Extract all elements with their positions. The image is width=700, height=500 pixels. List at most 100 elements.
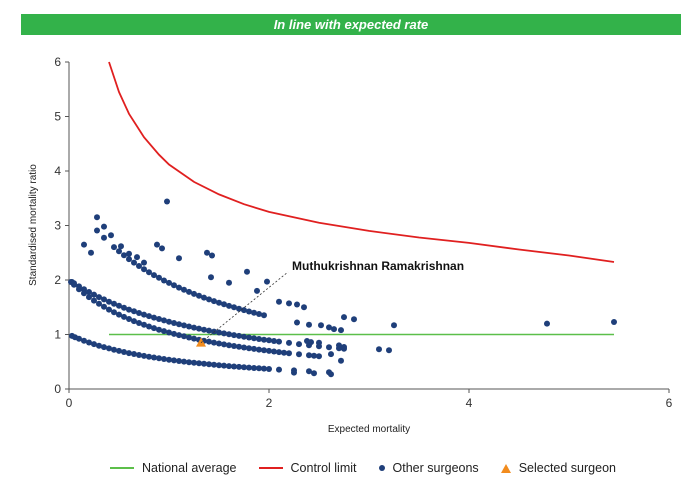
other-surgeon-point <box>376 346 382 353</box>
other-surgeon-point <box>191 290 197 297</box>
other-surgeon-point <box>206 338 212 345</box>
other-surgeon-point <box>186 334 192 341</box>
national-average-swatch <box>110 467 134 469</box>
other-surgeon-point <box>151 325 157 332</box>
other-surgeon-point <box>216 362 222 369</box>
other-surgeon-point <box>196 360 202 367</box>
other-surgeon-point <box>266 347 272 354</box>
other-surgeon-point <box>226 279 232 286</box>
other-surgeon-point <box>166 279 172 286</box>
other-surgeon-point <box>256 336 262 342</box>
other-surgeon-point <box>386 347 392 354</box>
other-surgeon-point <box>186 323 192 330</box>
other-surgeon-point <box>191 335 197 342</box>
other-surgeon-point <box>341 314 347 321</box>
y-tick-label: 0 <box>54 382 61 396</box>
other-surgeon-point <box>301 304 307 311</box>
other-surgeon-point <box>181 322 187 329</box>
other-surgeon-point <box>121 252 127 259</box>
other-surgeon-point <box>154 241 160 248</box>
other-surgeon-point <box>251 335 257 342</box>
other-surgeon-point <box>261 347 267 354</box>
other-surgeon-point <box>81 337 87 344</box>
other-surgeon-point <box>121 313 127 320</box>
other-surgeon-point <box>231 332 237 339</box>
other-surgeon-point <box>136 263 142 269</box>
other-surgeon-point <box>256 365 262 372</box>
other-surgeon-point <box>196 325 202 332</box>
other-surgeon-point <box>294 319 300 326</box>
other-surgeon-point <box>338 357 344 364</box>
other-surgeon-point <box>208 274 214 281</box>
y-axis-title: Standardised mortality ratio <box>28 164 39 286</box>
other-surgeon-point <box>181 333 187 340</box>
status-banner: In line with expected rate <box>21 14 681 35</box>
other-surgeon-point <box>141 352 147 359</box>
other-surgeon-point <box>266 366 272 372</box>
other-surgeon-point <box>151 354 157 361</box>
other-surgeon-point <box>204 249 210 256</box>
legend-item-control-limit[interactable]: Control limit <box>258 461 357 475</box>
legend-item-national-average[interactable]: National average <box>110 461 237 475</box>
other-surgeon-point <box>261 312 267 319</box>
y-tick-label: 2 <box>54 273 61 287</box>
other-surgeon-point <box>246 334 252 341</box>
other-surgeon-point <box>121 304 127 311</box>
other-surgeon-point <box>96 300 102 307</box>
other-surgeon-point <box>251 365 257 371</box>
other-surgeon-point <box>226 331 232 338</box>
legend-label-selected-surgeon: Selected surgeon <box>518 461 616 475</box>
other-surgeon-point <box>231 343 237 349</box>
other-surgeon-point <box>326 344 332 351</box>
other-surgeon-point <box>88 249 94 256</box>
other-surgeon-point <box>86 294 92 301</box>
other-surgeon-point <box>131 351 137 357</box>
other-surgeon-point <box>331 326 337 333</box>
other-surgeon-point <box>141 321 147 328</box>
other-surgeon-point <box>126 250 132 257</box>
y-tick-label: 6 <box>54 55 61 69</box>
other-surgeon-point <box>94 214 100 221</box>
y-tick-label: 1 <box>54 328 61 342</box>
other-surgeon-point <box>244 268 250 275</box>
other-surgeon-point <box>221 301 227 308</box>
other-surgeon-point <box>316 353 322 360</box>
other-surgeon-point <box>276 366 282 373</box>
other-surgeon-point <box>116 347 122 354</box>
other-surgeon-point <box>131 259 137 266</box>
selected-surgeon-swatch <box>500 463 511 473</box>
other-surgeon-point <box>176 284 182 291</box>
other-surgeon-point <box>311 370 317 377</box>
other-surgeon-point <box>221 330 227 337</box>
other-surgeon-point <box>216 340 222 347</box>
other-surgeon-point <box>236 363 242 370</box>
other-surgeon-point <box>111 346 117 353</box>
other-surgeon-point <box>101 234 107 241</box>
other-surgeon-point <box>111 309 117 316</box>
other-surgeon-point <box>266 337 272 344</box>
other-surgeon-point <box>176 358 182 364</box>
other-surgeon-point <box>106 306 112 313</box>
other-surgeon-point <box>141 311 147 318</box>
axes: 0 1 2 3 4 5 6 0 2 4 6 <box>54 55 672 410</box>
other-surgeon-point <box>126 306 132 313</box>
legend-item-selected-surgeon[interactable]: Selected surgeon <box>500 461 616 475</box>
other-surgeon-point <box>161 277 167 284</box>
other-surgeon-point <box>164 198 170 205</box>
other-surgeon-point <box>276 298 282 305</box>
legend-label-other-surgeons: Other surgeons <box>392 461 479 475</box>
other-surgeon-point <box>306 368 312 375</box>
other-surgeon-point <box>111 300 117 307</box>
other-surgeon-point <box>176 332 182 339</box>
other-surgeon-point <box>81 241 87 248</box>
control-limit-curve <box>108 61 615 263</box>
annotation-leader-line <box>200 271 289 343</box>
other-surgeon-point <box>156 326 162 333</box>
legend-item-other-surgeons[interactable]: Other surgeons <box>378 461 479 475</box>
other-surgeon-point <box>176 255 182 262</box>
other-surgeon-point <box>206 327 212 334</box>
other-surgeon-point <box>231 363 237 370</box>
other-surgeon-point <box>146 323 152 330</box>
other-surgeon-point <box>201 360 207 367</box>
